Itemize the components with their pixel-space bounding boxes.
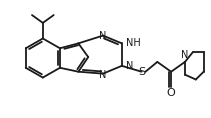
- Text: O: O: [167, 88, 176, 98]
- Text: N: N: [181, 50, 189, 60]
- Text: N: N: [99, 31, 107, 41]
- Text: N: N: [126, 61, 133, 71]
- Text: NH: NH: [126, 38, 141, 48]
- Text: S: S: [138, 67, 145, 77]
- Text: N: N: [99, 70, 107, 80]
